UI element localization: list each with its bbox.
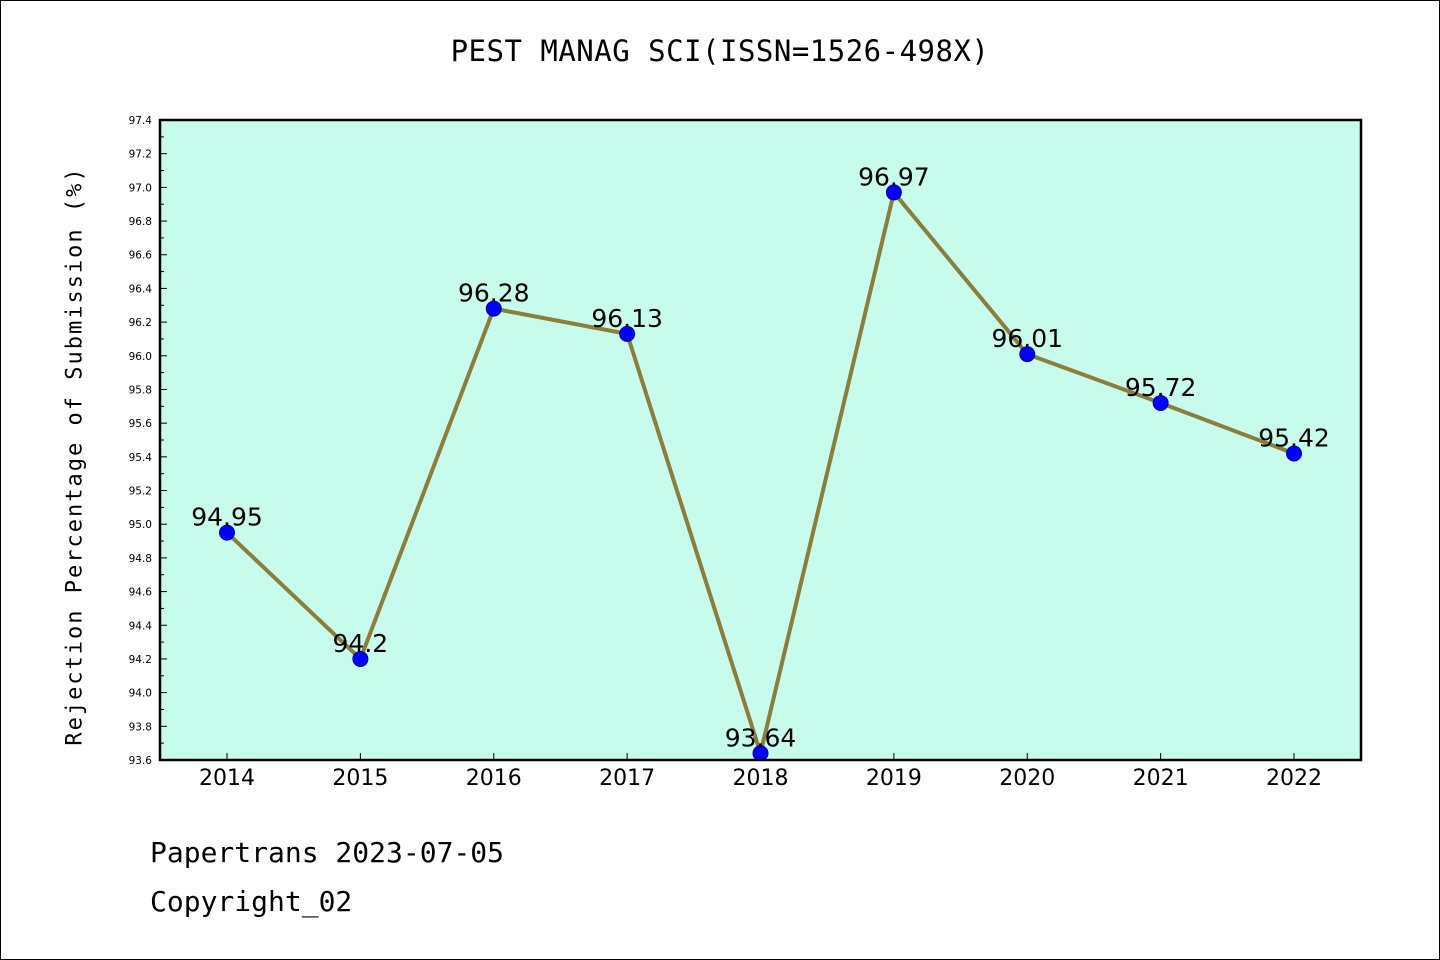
y-tick-label: 95.2 (129, 486, 152, 498)
y-tick-label: 95.6 (129, 418, 153, 430)
x-tick-label: 2014 (199, 766, 255, 791)
y-tick-label: 93.8 (129, 721, 152, 733)
data-point (619, 325, 636, 342)
y-tick-label: 94.6 (129, 587, 153, 599)
x-tick-label: 2017 (599, 766, 655, 791)
x-tick-label: 2016 (466, 766, 522, 791)
x-tick-label: 2019 (866, 766, 922, 791)
plot-border (158, 118, 1363, 762)
data-point (219, 524, 235, 541)
y-tick-label: 97.0 (129, 182, 152, 194)
data-label: 96.01 (991, 324, 1063, 353)
y-tick-label: 93.6 (129, 755, 153, 767)
x-tick-label: 2022 (1266, 766, 1322, 791)
x-tick-label: 2015 (332, 766, 388, 791)
y-tick-label: 94.8 (129, 553, 152, 565)
chart-title: PEST MANAG SCI(ISSN=1526-498X) (450, 34, 990, 68)
y-tick-label: 96.2 (129, 317, 152, 329)
y-tick-label: 96.8 (129, 216, 152, 228)
y-tick-label: 94.2 (129, 654, 152, 666)
y-tick-label: 94.0 (129, 688, 152, 700)
data-label: 95.42 (1258, 423, 1330, 452)
data-label: 93.64 (725, 723, 797, 752)
y-tick-label: 96.0 (129, 351, 152, 363)
data-point (352, 650, 369, 667)
plot-area (160, 120, 1361, 760)
x-tick-label: 2020 (999, 766, 1055, 791)
data-point (485, 300, 502, 317)
y-tick-label: 96.6 (129, 250, 153, 262)
y-tick-label: 96.4 (129, 283, 153, 295)
y-tick-label: 97.2 (129, 149, 152, 161)
data-point (1286, 445, 1302, 462)
y-tick-label: 95.4 (129, 452, 153, 464)
footer-copyright-text: Copyright_02 (150, 885, 353, 918)
data-point (1019, 346, 1036, 363)
data-point (1152, 394, 1169, 411)
y-tick-label: 97.4 (129, 115, 153, 127)
data-label: 94.2 (333, 629, 389, 658)
y-tick-label: 95.8 (129, 384, 152, 396)
data-point (885, 184, 902, 201)
y-tick-label: 94.4 (129, 620, 153, 632)
x-tick-label: 2018 (733, 766, 789, 791)
data-label: 96.97 (858, 162, 930, 191)
data-label: 94.95 (191, 503, 263, 532)
data-label: 96.13 (591, 304, 663, 333)
x-tick-label: 2021 (1133, 766, 1189, 791)
data-label: 96.28 (458, 279, 530, 308)
data-label: 95.72 (1125, 373, 1197, 402)
y-tick-label: 95.0 (129, 519, 152, 531)
footer-date-text: Papertrans 2023-07-05 (150, 836, 505, 869)
y-axis-label: Rejection Percentage of Submission (%) (62, 166, 88, 746)
